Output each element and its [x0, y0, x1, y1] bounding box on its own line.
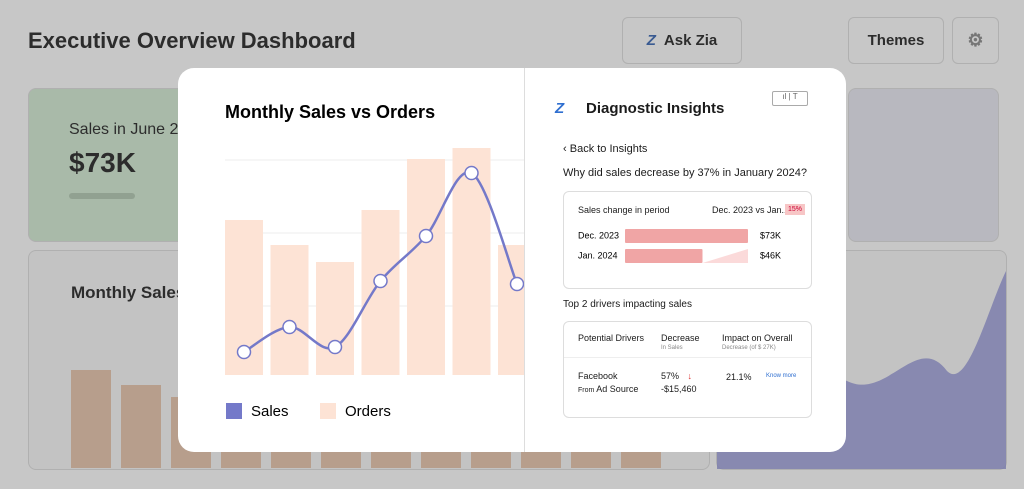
- know-more[interactable]: Know more: [766, 373, 797, 379]
- point: [464, 165, 479, 181]
- ask-zia-button[interactable]: Z Ask Zia: [622, 17, 742, 64]
- drivers-title: Top 2 drivers impacting sales: [563, 299, 692, 310]
- driver-source: From Ad Source: [578, 384, 638, 394]
- dashboard-title: Executive Overview Dashboard: [28, 28, 356, 53]
- sub-th: Decrease (of $ 27K): [722, 345, 776, 351]
- chart-title: Monthly Sales vs Orders: [225, 102, 435, 122]
- point: [373, 273, 388, 289]
- decrease-pct: 57% ↓: [661, 371, 693, 381]
- point: [282, 319, 297, 335]
- view-toggle[interactable]: ıl | T: [772, 91, 808, 106]
- bg-bar: [71, 370, 111, 468]
- point: [327, 339, 343, 355]
- period-badge: 15%: [785, 204, 806, 215]
- bg-chart-title: Monthly Sales: [71, 283, 186, 302]
- period-row-label: Dec. 2023: [578, 230, 619, 240]
- bar: [361, 210, 400, 375]
- row-sep: [564, 357, 811, 358]
- legend-label: Orders: [345, 403, 391, 420]
- th: Potential Drivers: [578, 333, 645, 343]
- driver-from: From: [578, 387, 595, 394]
- point: [418, 228, 434, 244]
- driver-name: Facebook: [578, 371, 618, 381]
- legend-swatch: [320, 403, 336, 419]
- decrease-amt: -$15,460: [661, 384, 697, 394]
- pct: 57%: [661, 371, 680, 381]
- driver-source-name: Ad Source: [596, 384, 639, 394]
- modal: Monthly Sales vs Orders Sales Orders Z Di…: [178, 68, 846, 452]
- legend-swatch: [226, 403, 242, 419]
- back-label: Back to Insights: [569, 143, 648, 155]
- period-gap: [702, 249, 748, 263]
- zia-icon: Z: [555, 100, 565, 117]
- period-bar: [625, 229, 748, 243]
- question: Why did sales decrease by 37% in January…: [563, 167, 807, 179]
- side-card: [848, 88, 999, 242]
- ask-zia-label: Ask Zia: [663, 32, 718, 49]
- divider: [524, 68, 525, 452]
- bg-bar: [121, 385, 161, 468]
- kpi-label: Sales in June 20: [69, 121, 188, 138]
- th: Decrease: [661, 333, 700, 343]
- period-range: Dec. 2023 vs Jan...: [712, 205, 790, 215]
- period-box: Sales change in period Dec. 2023 vs Jan.…: [563, 191, 812, 289]
- period-row-label: Jan. 2024: [578, 250, 618, 260]
- point: [236, 344, 252, 360]
- themes-button[interactable]: Themes: [848, 17, 944, 64]
- back-link[interactable]: ‹ Back to Insights: [563, 143, 648, 155]
- kpi-value: $73K: [69, 147, 136, 178]
- period-bars: Dec. 2023 $73K Jan. 2024 $46K: [578, 229, 781, 263]
- bar: [316, 262, 354, 375]
- settings-button[interactable]: ⚙: [952, 17, 999, 64]
- period-bar: [625, 249, 703, 263]
- period-row-value: $46K: [760, 250, 781, 260]
- sub-th: In Sales: [661, 345, 683, 351]
- th: Impact on Overall: [722, 333, 793, 343]
- bar: [407, 159, 445, 375]
- legend-label: Sales: [251, 403, 289, 420]
- period-label: Sales change in period: [578, 205, 670, 215]
- impact: 21.1%: [726, 372, 752, 382]
- bar: [270, 245, 309, 375]
- point: [509, 276, 524, 292]
- kpi-bar: [69, 193, 135, 199]
- bar: [452, 148, 491, 375]
- drivers-table: Potential Drivers Decrease Impact on Ove…: [563, 321, 812, 418]
- chart: Monthly Sales vs Orders Sales Orders: [225, 102, 524, 420]
- insights-title: Diagnostic Insights: [586, 100, 725, 117]
- period-row-value: $73K: [760, 230, 781, 240]
